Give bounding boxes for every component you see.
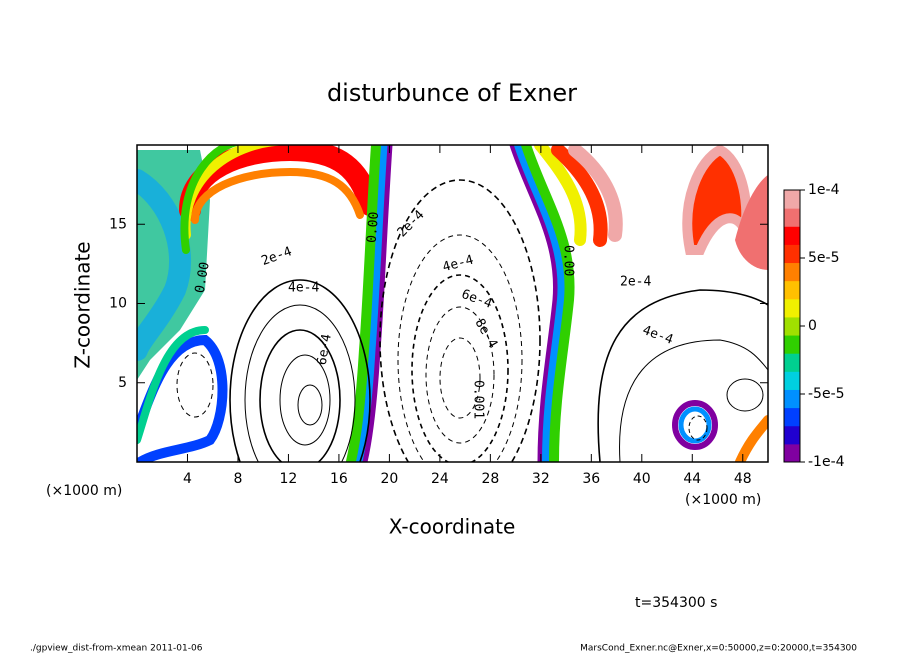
y-tick-label: 15 [109, 216, 127, 232]
contour-lines [176, 179, 768, 462]
colorbar-band [784, 389, 800, 409]
colorbar-tick-label: 1e-4 [808, 182, 840, 198]
colorbar-band [784, 316, 800, 336]
x-tick-label: 36 [582, 471, 600, 487]
contour-label: 8e-4 [472, 316, 501, 351]
x-tick-label: 44 [683, 471, 701, 487]
x-tick-label: 24 [431, 471, 449, 487]
x-tick-label: 12 [280, 471, 298, 487]
x-unit: (×1000 m) [685, 492, 761, 508]
colorbar-band [784, 262, 800, 282]
colorbar-band [784, 371, 800, 390]
x-unit: (×1000 m) [46, 483, 122, 499]
contour-label: 6e-4 [459, 287, 494, 312]
contour-label: 6e-4 [315, 333, 335, 367]
contour-label: 0.001 [471, 380, 486, 419]
contour-label: 4e-4 [640, 323, 675, 348]
x-tick-label: 4 [183, 471, 192, 487]
x-axis-label: X-coordinate [389, 515, 516, 539]
y-tick-label: 5 [118, 375, 127, 391]
colorbar-tick-label: 0 [808, 318, 817, 334]
x-tick-label: 48 [734, 471, 752, 487]
contour-label: 4e-4 [288, 281, 319, 296]
footer-right: MarsCond_Exner.nc@Exner,x=0:50000,z=0:20… [580, 644, 857, 654]
colorbar-tick-label: -5e-5 [808, 386, 845, 402]
field [137, 145, 768, 462]
colorbar-band [784, 226, 800, 245]
y-tick-label: 10 [109, 296, 127, 312]
x-tick-label: 28 [481, 471, 499, 487]
colorbar-band [784, 443, 800, 463]
contour-label: 4e-4 [441, 253, 475, 276]
x-tick-label: 20 [380, 471, 398, 487]
colorbar-band [784, 425, 800, 445]
contour-label: 2e-4 [395, 207, 428, 240]
colorbar-band [784, 353, 800, 372]
y-axis-label: Z-coordinate [71, 241, 95, 368]
colorbar-band [784, 244, 800, 264]
colorbar-band [784, 298, 800, 318]
x-tick-label: 40 [633, 471, 651, 487]
contour-label: 0.00 [365, 211, 383, 244]
colorbar-band [784, 335, 800, 354]
chart-title: disturbunce of Exner [327, 79, 577, 107]
x-tick-label: 32 [532, 471, 550, 487]
colorbar-band [784, 208, 800, 227]
footer-left: ./gpview_dist-from-xmean 2011-01-06 [30, 644, 203, 654]
contour-label: 0.00 [561, 245, 576, 276]
x-tick-label: 16 [330, 471, 348, 487]
colorbar-band [784, 190, 800, 209]
time-label: t=354300 s [635, 595, 717, 611]
colorbar-tick-label: -1e-4 [808, 454, 845, 470]
contour-label: 0.00 [193, 261, 213, 294]
contour-label: 2e-4 [620, 275, 651, 290]
colorbar-band [784, 280, 800, 300]
contour-label: 2e-4 [259, 244, 294, 269]
colorbar-tick-label: 5e-5 [808, 250, 839, 266]
x-tick-label: 8 [233, 471, 242, 487]
colorbar-band [784, 407, 800, 427]
